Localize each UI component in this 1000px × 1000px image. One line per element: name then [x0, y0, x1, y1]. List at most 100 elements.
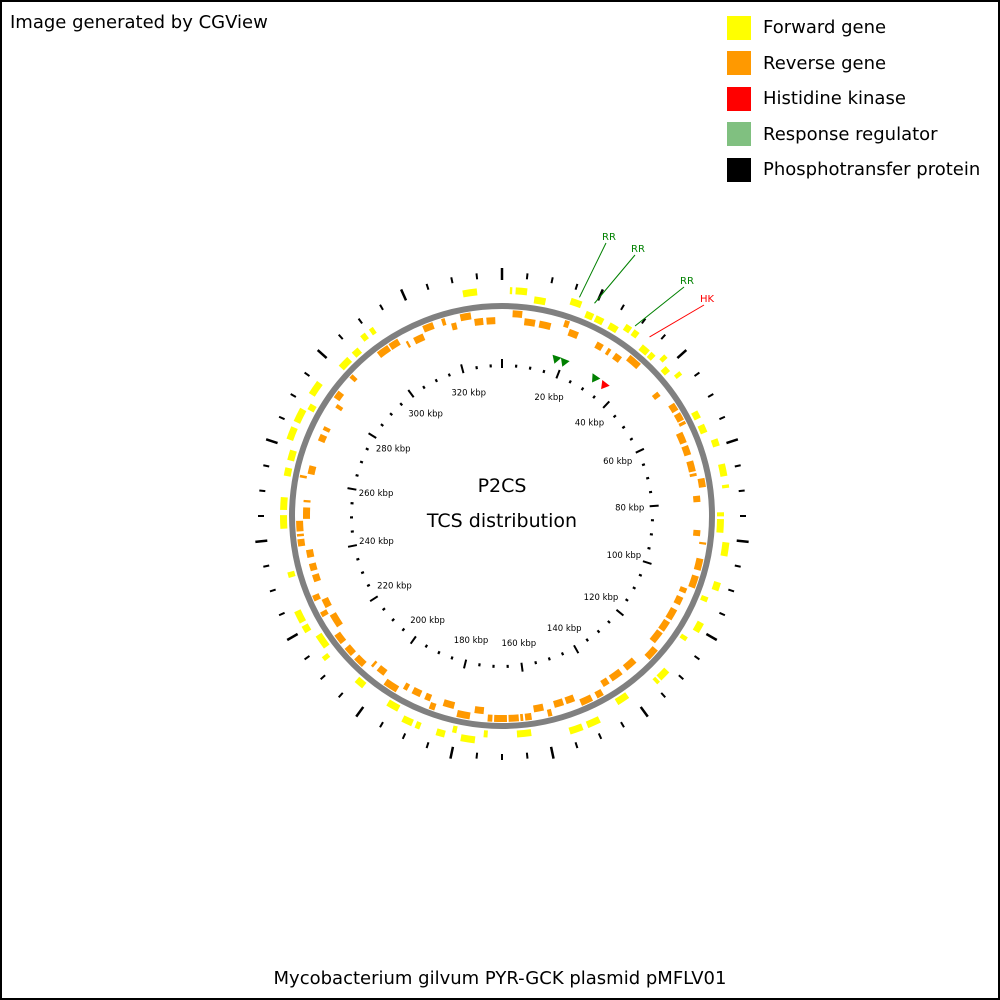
outer-tick	[719, 611, 726, 617]
legend-item-histidine-kinase: Histidine kinase	[727, 81, 980, 117]
tick-label: 60 kbp	[603, 457, 632, 467]
reverse-gene-block	[413, 333, 426, 345]
inner-minor-tick	[391, 618, 395, 622]
forward-gene-block	[638, 344, 650, 356]
tick-label: 180 kbp	[454, 636, 489, 646]
reverse-gene-block	[567, 328, 580, 339]
forward-gene-block	[691, 410, 701, 421]
outer-tick	[475, 273, 479, 280]
inner-tick-ring: 20 kbp 40 kbp 60 kbp 80 kbp 100 kbp 120 kbp 14…	[347, 359, 659, 672]
inner-major-tick	[347, 544, 358, 548]
inner-minor-tick	[437, 650, 441, 655]
forward-gene-block	[656, 667, 670, 681]
reverse-gene-block	[486, 317, 496, 325]
outer-tick	[337, 692, 344, 698]
reverse-gene-block	[297, 538, 306, 547]
reverse-gene-block	[668, 402, 679, 414]
outer-tick	[379, 304, 384, 311]
forward-gene-block	[287, 570, 296, 578]
outer-tick	[639, 706, 649, 718]
reverse-gene-block	[553, 698, 565, 708]
inner-major-tick	[347, 487, 357, 491]
tick-label: 20 kbp	[534, 393, 563, 403]
outer-tick	[597, 733, 603, 740]
reverse-gene-block	[349, 374, 358, 383]
inner-minor-tick	[624, 598, 629, 602]
outer-tick	[736, 539, 749, 544]
reverse-gene-block	[688, 574, 699, 589]
reverse-gene-block	[658, 618, 671, 632]
reverse-gene-block	[322, 426, 331, 433]
reverse-gene-block	[317, 433, 328, 444]
reverse-gene-block	[303, 499, 311, 503]
outer-tick	[449, 746, 455, 759]
outer-tick	[641, 318, 647, 325]
reverse-gene-block	[320, 609, 329, 618]
inner-minor-tick	[638, 573, 643, 577]
inner-minor-tick	[360, 571, 365, 575]
forward-gene-block	[607, 322, 619, 334]
forward-gene-block	[414, 721, 422, 730]
outer-tick	[728, 588, 735, 593]
legend-item-forward-gene: Forward gene	[727, 10, 980, 46]
inner-major-tick	[369, 595, 379, 603]
outer-tick	[525, 752, 529, 759]
reverse-gene-block	[405, 340, 412, 348]
inner-minor-tick	[580, 386, 585, 391]
reverse-gene-block	[612, 352, 623, 363]
inner-minor-tick	[475, 365, 478, 370]
inner-major-tick	[642, 560, 652, 565]
inner-minor-tick	[422, 385, 426, 390]
inner-minor-tick	[381, 607, 386, 611]
outer-tick	[734, 564, 741, 568]
tick-label: 280 kbp	[376, 445, 411, 455]
outer-tick	[290, 393, 297, 398]
reverse-gene-block	[299, 474, 308, 479]
reverse-gene-block	[451, 322, 458, 331]
reverse-gene-block	[686, 460, 696, 473]
legend-label: Histidine kinase	[763, 88, 906, 110]
leader-line	[634, 286, 685, 327]
reverse-gene-block	[533, 703, 544, 713]
forward-gene-block	[287, 449, 297, 462]
legend-item-response-regulator: Response regulator	[727, 117, 980, 153]
feature-labels: RR RR RR HK	[578, 232, 715, 338]
inner-major-tick	[602, 400, 611, 409]
reverse-gene-block	[594, 341, 604, 352]
reverse-gene-block	[546, 708, 553, 717]
outer-tick	[304, 371, 311, 377]
feature-label: RR	[631, 244, 645, 255]
inner-minor-tick	[399, 402, 404, 407]
reverse-gene-block	[329, 612, 343, 628]
reverse-gene-block	[312, 573, 321, 583]
outer-tick	[379, 721, 384, 728]
inner-major-tick	[635, 447, 645, 454]
outer-tick	[549, 746, 555, 759]
legend-swatch-reverse-gene	[727, 51, 751, 76]
outer-tick	[316, 349, 328, 360]
feature-label: HK	[700, 294, 715, 305]
reverse-gene-block	[649, 629, 663, 644]
reverse-gene-block	[494, 714, 508, 722]
inner-minor-tick	[366, 583, 371, 588]
inner-minor-tick	[355, 473, 359, 477]
outer-tick	[525, 273, 529, 280]
reverse-gene-block	[651, 391, 661, 401]
inner-major-tick	[520, 662, 524, 672]
inner-minor-tick	[359, 460, 364, 464]
reverse-gene-block	[442, 699, 456, 709]
forward-gene-block	[593, 315, 605, 326]
inner-minor-tick	[356, 557, 360, 561]
outer-tick	[278, 611, 285, 617]
outer-tick	[425, 283, 430, 290]
leader-line	[594, 254, 636, 304]
reverse-gene-block	[673, 595, 684, 606]
inner-minor-tick	[547, 657, 551, 661]
forward-gene-block	[293, 407, 307, 424]
outer-tick	[259, 489, 266, 493]
histidine-kinase-marker	[601, 379, 610, 390]
reverse-gene-block	[689, 472, 697, 478]
outer-tick	[286, 632, 299, 642]
